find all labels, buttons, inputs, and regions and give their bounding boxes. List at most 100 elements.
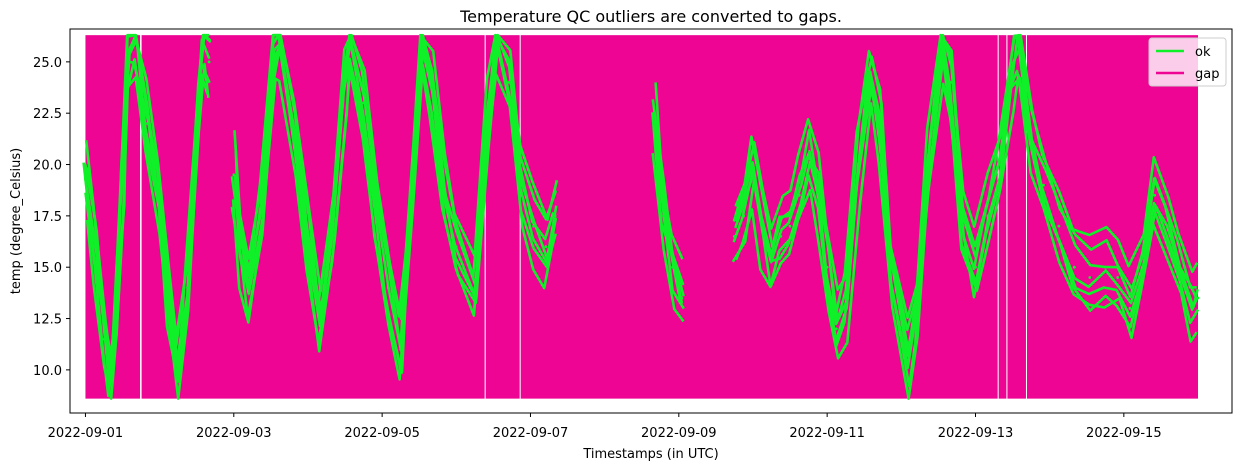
ok-point-9: [158, 204, 162, 208]
ok-point-66: [869, 70, 872, 74]
ok-point-17: [232, 173, 236, 177]
x-tick-label-2: 2022-09-05: [344, 426, 420, 441]
ok-point-77: [998, 163, 1002, 166]
ok-point-72: [940, 39, 943, 43]
x-tick-label-5: 2022-09-11: [789, 426, 865, 441]
ok-point-32: [399, 347, 403, 351]
ok-point-49: [671, 265, 674, 269]
ok-point-15: [207, 60, 211, 64]
ok-point-50: [680, 296, 684, 300]
ok-point-58: [788, 224, 792, 228]
ok-point-45: [553, 214, 557, 218]
ok-point-57: [779, 235, 783, 238]
ok-point-91: [1178, 265, 1181, 269]
ok-point-56: [770, 255, 773, 259]
y-tick-label-1: 12.5: [33, 313, 62, 328]
ok-point-68: [890, 265, 894, 269]
x-tick-label-0: 2022-09-01: [48, 426, 124, 441]
ok-point-79: [1017, 50, 1021, 53]
x-axis: 2022-09-01 2022-09-03 2022-09-05 2022-09-07…: [48, 413, 1162, 441]
ok-point-85: [1103, 265, 1107, 269]
ok-point-30: [374, 204, 378, 208]
ok-point-39: [485, 122, 489, 125]
y-tick-label-4: 20.0: [33, 159, 62, 174]
y-tick-label-5: 22.5: [33, 107, 62, 122]
ok-point-67: [878, 122, 882, 125]
ok-point-53: [742, 214, 746, 218]
ok-point-89: [1153, 193, 1157, 197]
ok-point-62: [825, 265, 829, 269]
ok-point-21: [272, 50, 276, 53]
ok-point-22: [278, 35, 282, 39]
y-tick-label-0: 10.0: [33, 364, 62, 379]
ok-point-63: [835, 327, 838, 331]
y-tick-label-3: 17.5: [33, 210, 62, 225]
ok-point-55: [760, 224, 764, 228]
ok-point-8: [145, 122, 149, 125]
y-axis: 10.0 12.5 15.0 17.5 20.0 22.5 25.0: [33, 56, 70, 379]
ok-point-31: [386, 286, 390, 290]
ok-point-33: [411, 183, 415, 187]
ok-point-44: [544, 245, 548, 249]
legend-gap-label: gap: [1195, 67, 1219, 82]
y-axis-label: temp (degree_Celsius): [9, 148, 24, 294]
ok-point-81: [1042, 183, 1045, 187]
ok-point-19: [247, 286, 251, 290]
ok-point-0: [84, 173, 87, 177]
ok-point-42: [519, 183, 523, 187]
x-tick-label-1: 2022-09-03: [196, 426, 272, 441]
ok-series-layer: [82, 33, 1200, 400]
ok-point-13: [195, 122, 199, 125]
ok-point-76: [986, 214, 990, 218]
ok-point-41: [507, 81, 511, 84]
ok-point-82: [1057, 224, 1061, 228]
ok-point-20: [260, 204, 263, 208]
ok-point-74: [961, 224, 965, 228]
ok-line-0: [85, 62, 1198, 400]
ok-point-78: [1011, 70, 1014, 74]
ok-point-54: [751, 163, 755, 166]
ok-point-71: [927, 163, 931, 166]
ok-point-52: [733, 235, 736, 238]
ok-point-7: [133, 39, 137, 43]
ok-point-1: [93, 245, 97, 249]
ok-point-3: [108, 378, 112, 382]
ok-point-83: [1073, 265, 1076, 269]
x-tick-label-7: 2022-09-15: [1086, 426, 1162, 441]
ok-point-29: [362, 101, 365, 105]
ok-point-84: [1088, 276, 1092, 279]
x-axis-label: Timestamps (in UTC): [582, 447, 718, 462]
ok-point-6: [127, 60, 131, 64]
ok-point-5: [121, 183, 124, 187]
x-tick-label-6: 2022-09-13: [938, 426, 1014, 441]
ok-point-24: [306, 235, 310, 238]
ok-point-23: [294, 142, 297, 146]
ok-point-93: [1196, 296, 1200, 300]
ok-point-87: [1128, 306, 1132, 310]
ok-point-36: [442, 183, 446, 187]
ok-point-2: [102, 337, 106, 341]
ok-point-48: [662, 214, 665, 218]
ok-point-61: [816, 193, 820, 197]
ok-point-10: [167, 306, 171, 310]
ok-point-88: [1141, 265, 1144, 269]
ok-point-28: [349, 35, 353, 39]
ok-point-4: [115, 306, 118, 310]
y-tick-label-2: 15.0: [33, 261, 62, 276]
ok-point-60: [807, 152, 810, 156]
ok-point-69: [906, 358, 909, 361]
ok-point-14: [201, 39, 205, 43]
plot-frame: [69, 28, 1233, 414]
ok-point-92: [1190, 306, 1194, 310]
ok-point-43: [532, 224, 535, 228]
ok-point-11: [176, 368, 180, 372]
ok-point-18: [238, 245, 242, 249]
ok-point-75: [974, 265, 977, 269]
x-tick-label-4: 2022-09-09: [641, 426, 717, 441]
ok-point-27: [343, 81, 347, 84]
ok-point-34: [420, 39, 424, 43]
ok-point-40: [495, 35, 498, 39]
legend: ok gap: [1148, 37, 1227, 87]
ok-point-86: [1116, 276, 1120, 279]
ok-point-25: [318, 317, 322, 320]
